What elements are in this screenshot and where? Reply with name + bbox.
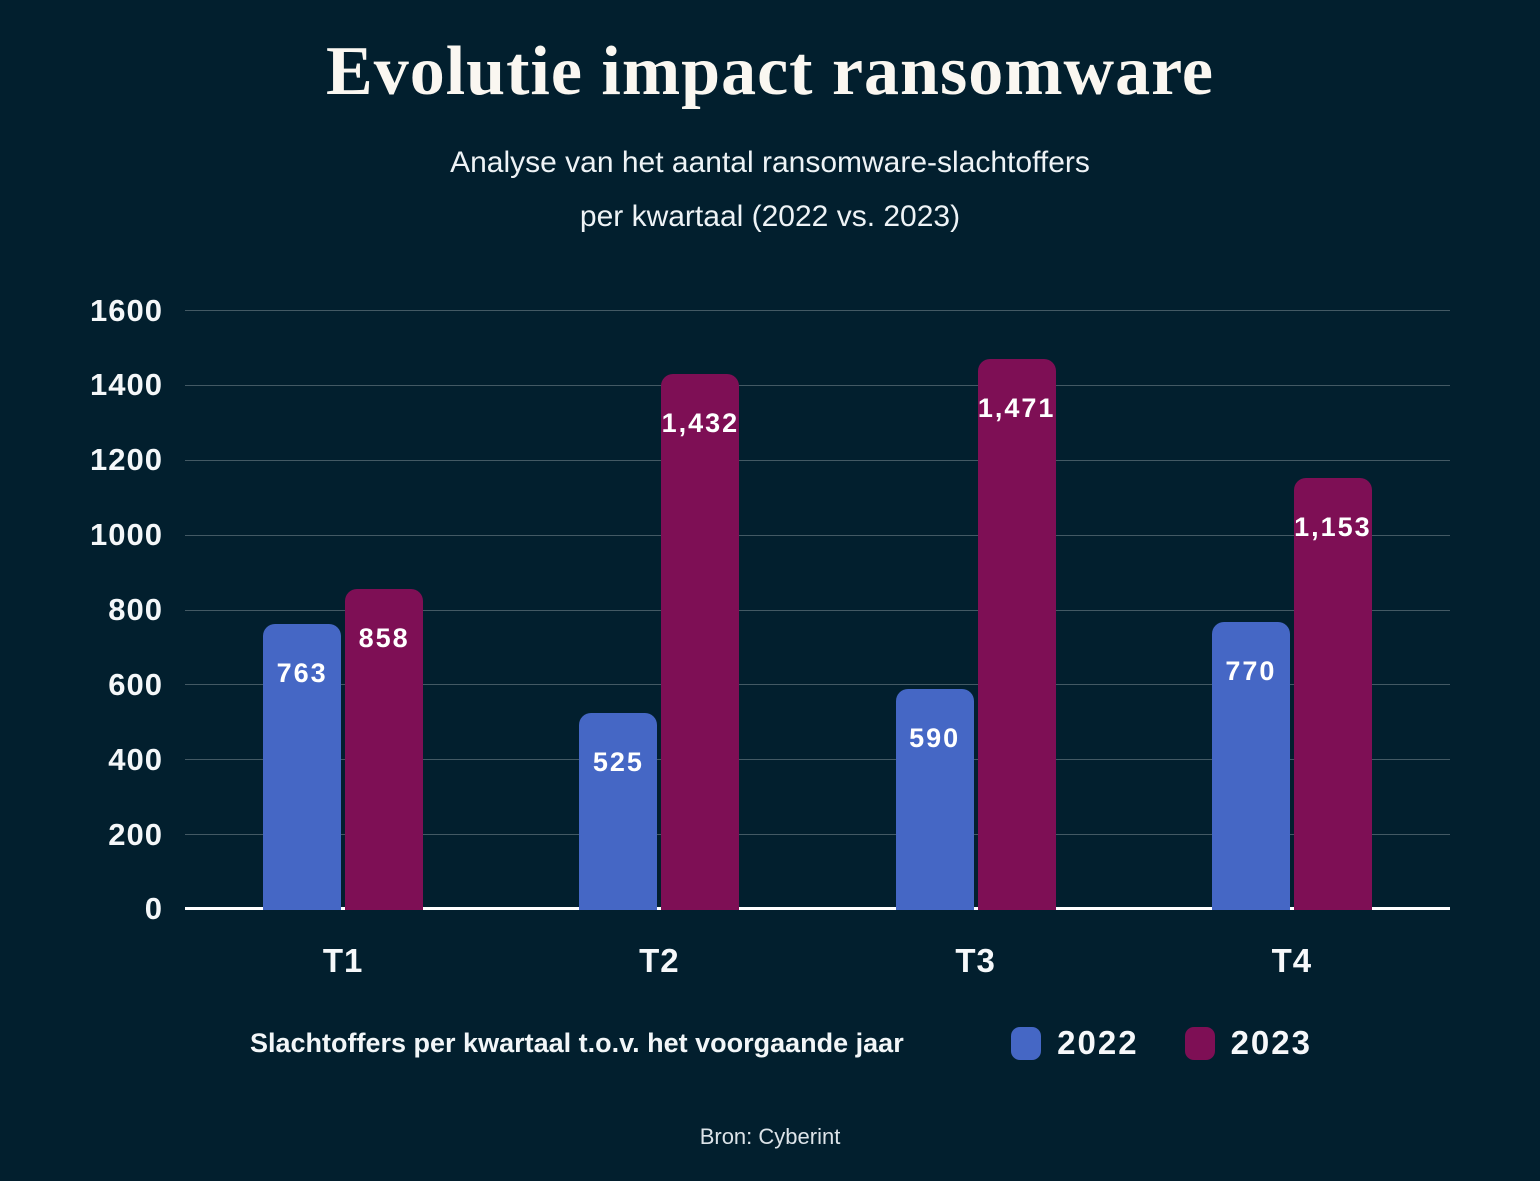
bar-group-T1: 763 858	[263, 588, 424, 910]
bar-2023-T3: 1,471	[977, 359, 1056, 910]
bar-value-2022-T2: 525	[592, 747, 644, 778]
bar-2022-T1: 763	[263, 624, 342, 910]
legend-label-2023: 2023	[1230, 1024, 1312, 1061]
x-tick-label-T1: T1	[322, 942, 364, 979]
legend-row: Slachtoffers per kwartaal t.o.v. het voo…	[250, 1024, 1312, 1062]
bar-group-T4: 770 1,153	[1211, 478, 1372, 910]
y-tick-label-1200: 1200	[90, 442, 163, 478]
bar-2023-T2: 1,432	[661, 373, 740, 910]
gridline-800: 800	[108, 592, 1450, 627]
bar-2022-T4: 770	[1211, 621, 1290, 910]
gridline-1200: 1200	[90, 442, 1450, 477]
gridline-1600: 1600	[90, 293, 1450, 328]
page-subtitle-line1: Analyse van het aantal ransomware-slacht…	[450, 146, 1090, 179]
gridline-400: 400	[108, 742, 1450, 777]
y-tick-label-400: 400	[108, 741, 163, 777]
bar-value-2023-T2: 1,432	[661, 407, 740, 438]
y-tick-label-200: 200	[108, 816, 163, 852]
legend-swatch-2023	[1184, 1026, 1215, 1060]
y-tick-label-0: 0	[144, 890, 163, 926]
legend-item-2022: 2022	[1011, 1024, 1138, 1062]
page-subtitle: Analyse van het aantal ransomware-slacht…	[0, 136, 1540, 244]
bar-2023-T1: 858	[345, 588, 424, 910]
bar-value-2022-T4: 770	[1225, 655, 1277, 686]
bar-group-T3: 590 1,471	[895, 359, 1056, 910]
y-tick-label-600: 600	[108, 666, 163, 702]
bar-2023-T4: 1,153	[1293, 478, 1372, 910]
x-tick-label-T2: T2	[639, 942, 680, 979]
page-title: Evolutie impact ransomware	[326, 33, 1214, 110]
bar-value-2022-T1: 763	[276, 658, 328, 689]
bar-value-2022-T3: 590	[909, 723, 961, 754]
plot-area: 0 200 400 600 800 1000 1200 1400 1600 763 858 525 1,…	[90, 293, 1450, 926]
legend-swatch-2022	[1011, 1026, 1042, 1060]
y-tick-label-1400: 1400	[90, 367, 163, 403]
gridline-1000: 1000	[90, 517, 1450, 552]
bar-2022-T3: 590	[895, 689, 974, 910]
source-line: Bron: Cyberint	[699, 1124, 841, 1149]
gridline-1400: 1400	[90, 367, 1450, 402]
gridline-600: 600	[108, 667, 1450, 702]
bar-value-2023-T4: 1,153	[1294, 512, 1372, 543]
y-tick-label-1000: 1000	[90, 517, 163, 553]
x-axis-baseline: 0	[145, 891, 1450, 926]
x-tick-label-T3: T3	[955, 942, 996, 979]
y-tick-label-1600: 1600	[90, 292, 163, 328]
gridline-200: 200	[108, 817, 1450, 852]
x-axis-labels: T1 T2 T3 T4	[185, 942, 1450, 986]
legend-label-2022: 2022	[1057, 1024, 1139, 1061]
bar-value-2023-T3: 1,471	[977, 393, 1056, 424]
x-tick-label-T4: T4	[1271, 942, 1313, 979]
bar-value-2023-T1: 858	[358, 622, 410, 653]
bar-2022-T2: 525	[579, 713, 658, 910]
legend-caption: Slachtoffers per kwartaal t.o.v. het voo…	[250, 1027, 904, 1058]
bar-group-T2: 525 1,432	[579, 373, 740, 910]
y-tick-label-800: 800	[108, 592, 163, 627]
legend-items: 2022 2023	[1011, 1024, 1312, 1062]
page-subtitle-line2: per kwartaal (2022 vs. 2023)	[579, 200, 961, 233]
legend-item-2023: 2023	[1184, 1024, 1312, 1062]
